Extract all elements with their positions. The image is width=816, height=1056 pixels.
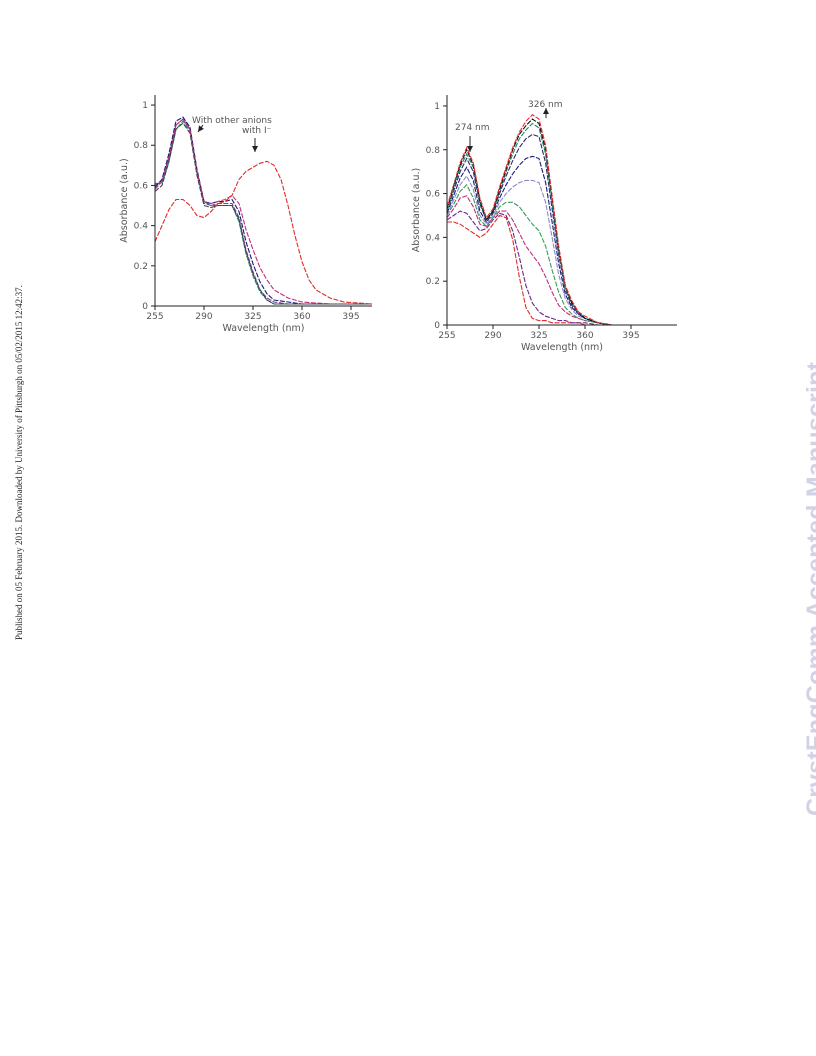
y-tick-label: 0.2 [134,262,148,272]
x-tick-label: 395 [622,331,639,341]
annotation-label: 326 nm [528,100,563,110]
x-tick-label: 255 [146,312,163,322]
arrowhead [198,125,204,132]
series-line-6 [446,155,677,326]
y-tick-label: 0.6 [426,190,441,200]
series-line-8 [446,122,677,326]
series-line-4 [446,183,677,326]
x-tick-label: 360 [293,312,310,322]
x-tick-label: 290 [484,331,501,341]
x-tick-label: 395 [342,312,359,322]
y-tick-label: 0.4 [426,233,441,243]
series-line-3 [154,116,372,305]
x-tick-label: 325 [530,331,547,341]
series-line-6 [154,160,373,305]
series-line-10 [446,113,677,326]
series-line-5 [154,122,372,305]
y-tick-label: 1 [142,101,148,111]
series-line-2 [154,118,372,305]
x-axis-label: Wavelength (nm) [222,323,304,334]
x-tick-label: 290 [195,312,212,322]
series-line-9 [446,118,677,326]
series-line-2 [446,210,677,326]
arrowhead [543,108,549,114]
series-line-3 [446,195,677,326]
series-line-1 [155,120,372,305]
x-tick-label: 325 [244,312,261,322]
series-line-5 [446,174,677,326]
series-line-4 [154,118,372,305]
arrowhead [252,146,258,152]
annotation-label: with I⁻ [242,126,272,136]
y-tick-label: 1 [434,102,440,112]
x-tick-label: 360 [576,331,593,341]
y-tick-label: 0.8 [426,146,441,156]
annotation-label: With other anions [192,116,272,126]
annotation-label: 274 nm [455,123,490,133]
y-axis-label: Absorbance (a.u.) [411,168,422,252]
x-axis-label: Wavelength (nm) [521,342,603,353]
x-tick-label: 255 [438,331,455,341]
arrowhead [467,146,473,152]
y-tick-label: 0.2 [426,277,440,287]
y-tick-label: 0.4 [134,222,149,232]
y-tick-label: 0 [434,321,440,331]
y-tick-label: 0.6 [134,181,149,191]
y-tick-label: 0.8 [134,141,149,151]
y-axis-label: Absorbance (a.u.) [119,158,130,242]
y-tick-label: 0 [142,302,148,312]
